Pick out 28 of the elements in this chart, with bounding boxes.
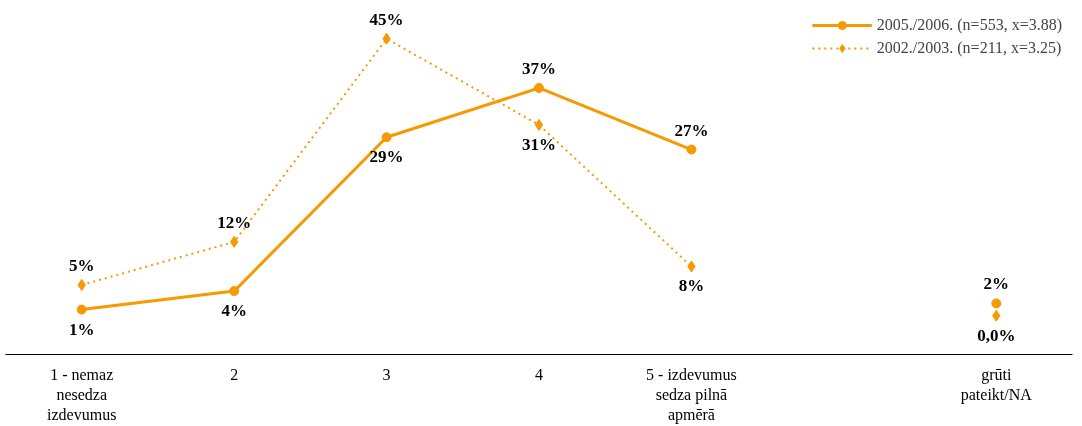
data-label: 27% — [674, 120, 709, 140]
legend-label: 2002./2003. (n=211, x=3.25) — [876, 39, 1062, 57]
data-label: 2% — [983, 274, 1010, 294]
data-label: 5% — [68, 255, 95, 275]
point — [991, 298, 1002, 309]
point — [686, 144, 697, 155]
point — [381, 132, 392, 143]
x-tick-label: grūti pateikt/NA — [960, 365, 1033, 404]
point — [534, 118, 544, 131]
point — [229, 286, 240, 297]
point — [534, 82, 544, 93]
data-label: 8% — [678, 276, 705, 296]
data-label: 0,0% — [977, 325, 1016, 345]
point — [76, 304, 87, 315]
data-label: 37% — [522, 58, 556, 78]
data-label: 31% — [522, 134, 556, 154]
legend-label: 2005./2006. (n=553, x=3.88) — [876, 16, 1062, 34]
x-tick-label: 4 — [535, 365, 543, 383]
data-label: 45% — [369, 9, 404, 29]
x-tick-label: 1 - nemaz nesedza izdevumus — [47, 365, 117, 424]
data-label: 4% — [221, 301, 247, 321]
data-label: 29% — [369, 147, 404, 167]
data-label: 1% — [68, 319, 95, 339]
point — [229, 235, 239, 248]
data-label: 12% — [217, 212, 252, 232]
x-tick-label: 5 - izdevumus sedza pilnā apmērā — [646, 365, 737, 425]
x-tick-label: 3 — [382, 365, 391, 383]
x-tick-label: 2 — [230, 365, 239, 383]
